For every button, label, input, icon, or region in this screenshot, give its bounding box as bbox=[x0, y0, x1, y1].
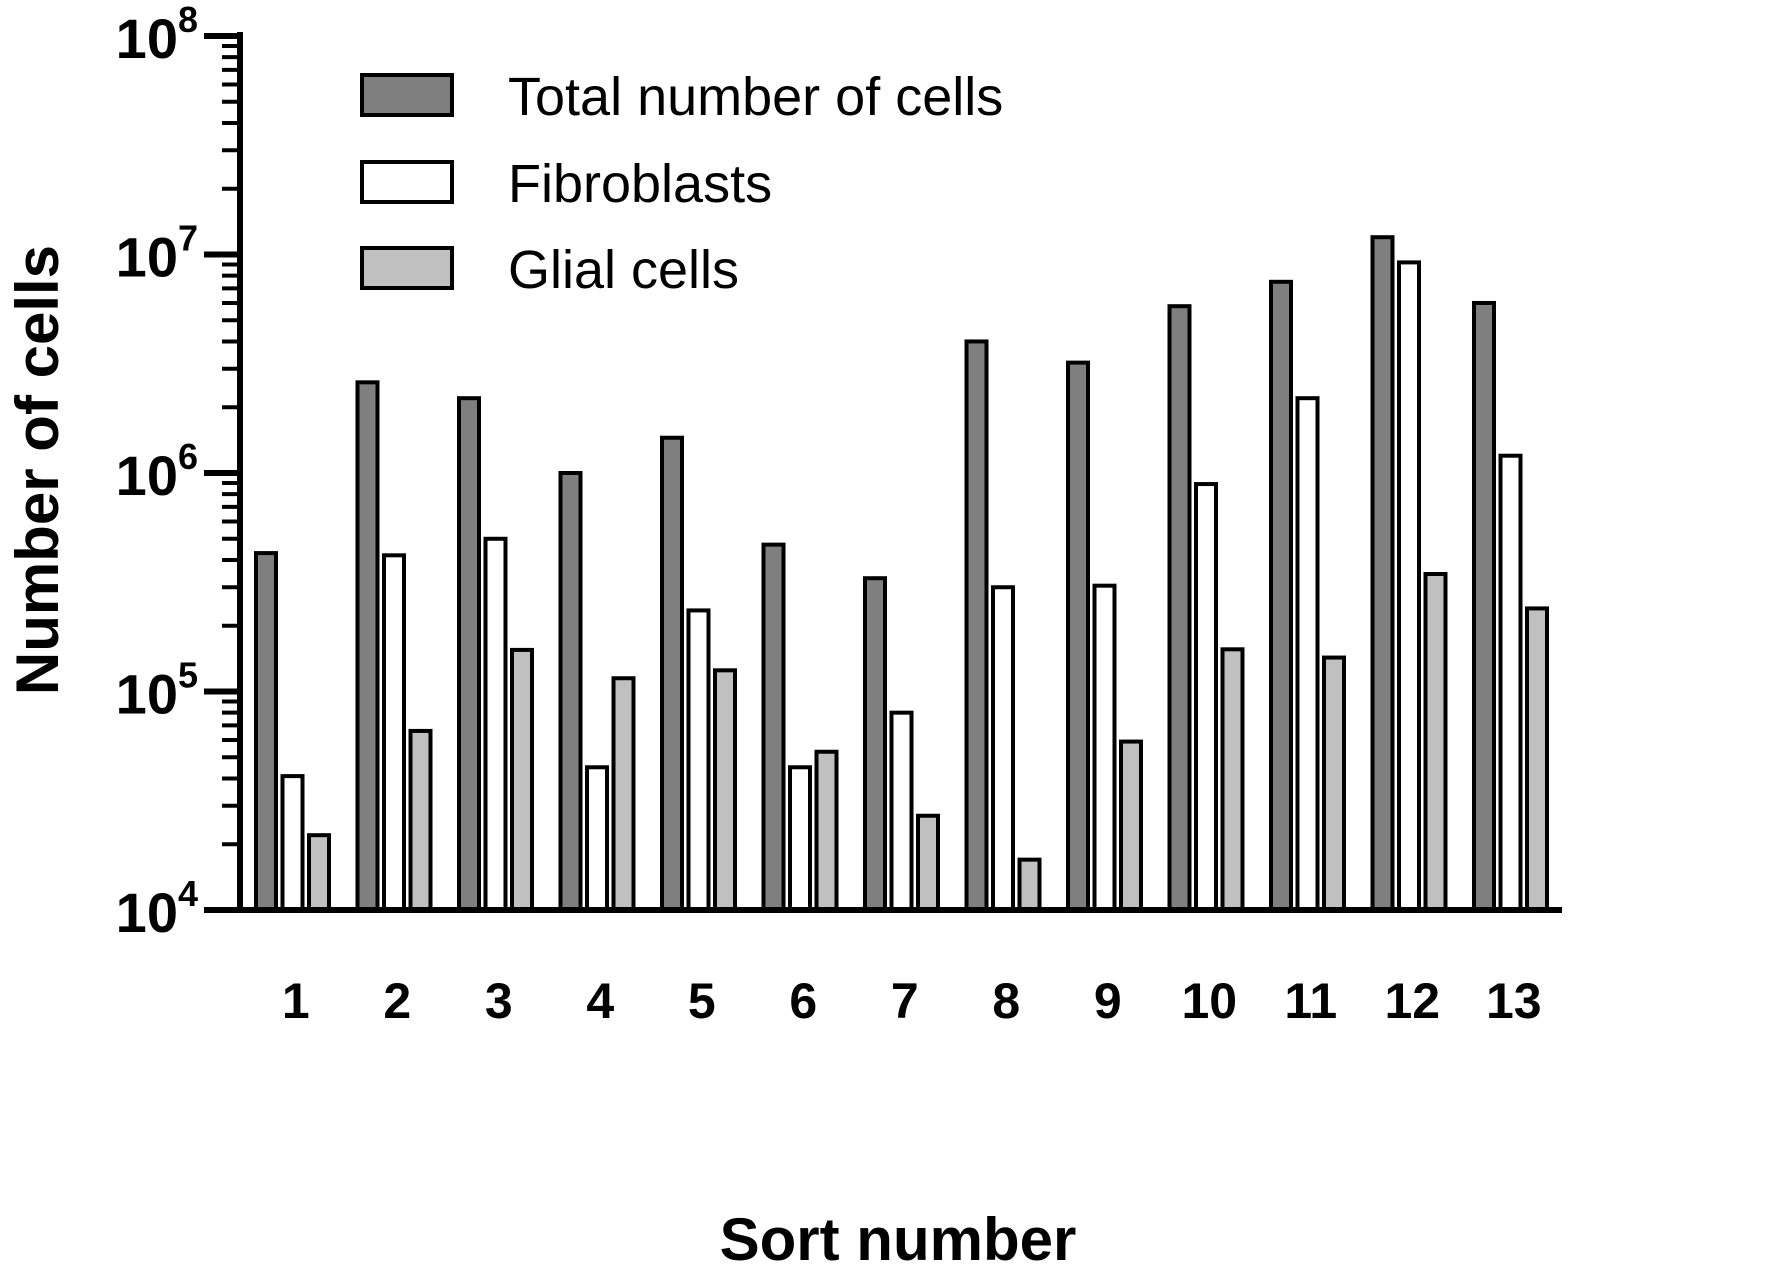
bar-total-number-of-cells-sort-3 bbox=[457, 396, 481, 912]
bar-total-number-of-cells-sort-9 bbox=[1066, 360, 1090, 912]
bar-total-number-of-cells-sort-1 bbox=[254, 551, 278, 913]
x-axis: 1 2 3 4 5 6 7 8 9 10 11 12 13 bbox=[237, 907, 1562, 1029]
bar-total-number-of-cells-sort-5 bbox=[660, 435, 684, 912]
x-tick-label-9: 9 bbox=[1094, 973, 1122, 1029]
bar-glial-cells-sort-6 bbox=[814, 749, 839, 912]
bar-total-number-of-cells-sort-12 bbox=[1370, 235, 1395, 912]
bar-fibroblasts-sort-9 bbox=[1092, 583, 1117, 912]
bar-glial-cells-sort-3 bbox=[510, 647, 534, 912]
bar-glial-cells-sort-7 bbox=[916, 813, 940, 912]
y-axis: 104 105 106 107 108 bbox=[116, 0, 243, 944]
x-tick-label-1: 1 bbox=[282, 973, 310, 1029]
bar-glial-cells-sort-9 bbox=[1119, 739, 1143, 913]
y-axis-title: Number of cells bbox=[4, 245, 71, 695]
bar-total-number-of-cells-sort-10 bbox=[1167, 304, 1192, 912]
x-tick-label-4: 4 bbox=[586, 973, 614, 1029]
x-tick-label-2: 2 bbox=[383, 973, 411, 1029]
bar-total-number-of-cells-sort-11 bbox=[1269, 279, 1293, 912]
legend-swatch-glial-cells bbox=[360, 246, 454, 290]
y-tick-label: 107 bbox=[116, 218, 198, 289]
x-tick-label-3: 3 bbox=[485, 973, 513, 1029]
x-tick-label-11: 11 bbox=[1284, 973, 1337, 1029]
bar-fibroblasts-sort-10 bbox=[1194, 482, 1218, 912]
y-tick-label: 106 bbox=[116, 436, 198, 507]
bar-total-number-of-cells-sort-7 bbox=[863, 576, 887, 912]
bar-glial-cells-sort-13 bbox=[1525, 606, 1549, 912]
bars-group bbox=[254, 235, 1549, 913]
bar-fibroblasts-sort-7 bbox=[889, 710, 914, 913]
bar-fibroblasts-sort-4 bbox=[585, 765, 609, 912]
x-tick-label-5: 5 bbox=[688, 973, 716, 1029]
bar-fibroblasts-sort-5 bbox=[686, 608, 711, 913]
legend-label: Glial cells bbox=[508, 240, 739, 300]
bar-glial-cells-sort-2 bbox=[408, 728, 433, 912]
y-tick-label: 104 bbox=[116, 873, 198, 944]
legend-swatch-fibroblasts bbox=[360, 160, 454, 204]
x-tick-label-10: 10 bbox=[1181, 973, 1237, 1029]
bar-glial-cells-sort-12 bbox=[1423, 571, 1448, 912]
bar-fibroblasts-sort-13 bbox=[1498, 453, 1523, 912]
bar-total-number-of-cells-sort-8 bbox=[964, 339, 989, 912]
bar-glial-cells-sort-5 bbox=[713, 668, 737, 912]
x-axis-title: Sort number bbox=[720, 1206, 1077, 1265]
x-tick-label-12: 12 bbox=[1384, 973, 1440, 1029]
legend-label: Fibroblasts bbox=[508, 154, 772, 214]
y-tick-label: 108 bbox=[116, 0, 198, 70]
legend-label: Total number of cells bbox=[508, 67, 1003, 127]
bar-glial-cells-sort-4 bbox=[611, 676, 636, 913]
bar-glial-cells-sort-8 bbox=[1017, 857, 1042, 912]
bar-total-number-of-cells-sort-4 bbox=[558, 471, 583, 912]
bar-glial-cells-sort-1 bbox=[307, 833, 331, 913]
bar-fibroblasts-sort-8 bbox=[991, 585, 1015, 913]
bar-fibroblasts-sort-2 bbox=[382, 553, 406, 912]
bar-fibroblasts-sort-12 bbox=[1397, 260, 1421, 912]
bar-glial-cells-sort-11 bbox=[1322, 655, 1346, 912]
legend-swatch-total-number-of-cells bbox=[360, 73, 454, 117]
y-tick-label: 105 bbox=[116, 655, 198, 726]
bar-total-number-of-cells-sort-6 bbox=[761, 542, 786, 912]
bar-fibroblasts-sort-11 bbox=[1295, 396, 1320, 912]
x-tick-label-6: 6 bbox=[789, 973, 817, 1029]
bar-total-number-of-cells-sort-13 bbox=[1472, 300, 1496, 912]
bar-total-number-of-cells-sort-2 bbox=[355, 380, 380, 913]
bar-fibroblasts-sort-3 bbox=[483, 536, 508, 912]
bar-fibroblasts-sort-6 bbox=[788, 765, 812, 912]
x-tick-label-13: 13 bbox=[1486, 973, 1542, 1029]
x-tick-label-7: 7 bbox=[891, 973, 919, 1029]
bar-glial-cells-sort-10 bbox=[1220, 647, 1245, 912]
x-tick-label-8: 8 bbox=[992, 973, 1020, 1029]
bar-fibroblasts-sort-1 bbox=[280, 774, 305, 913]
legend: Total number of cells Fibroblasts Glial ce… bbox=[360, 67, 1003, 300]
